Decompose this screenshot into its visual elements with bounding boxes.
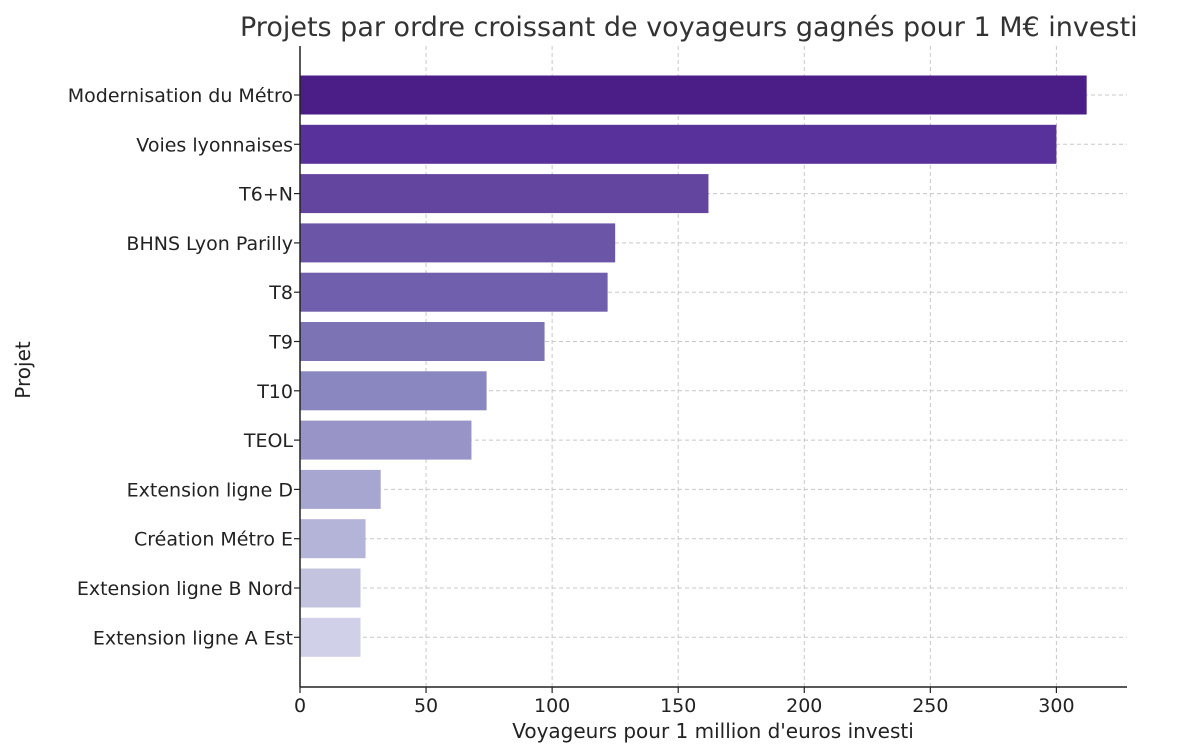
x-tick-label: 150 bbox=[660, 695, 696, 717]
y-tick-label: Extension ligne B Nord bbox=[77, 578, 293, 600]
y-tick-label: Voies lyonnaises bbox=[136, 134, 293, 156]
y-tick-label: T10 bbox=[256, 381, 293, 403]
x-tick-label: 0 bbox=[294, 695, 306, 717]
bar-t9 bbox=[300, 322, 545, 361]
y-axis-label: Projet bbox=[11, 341, 35, 399]
y-tick-label: TEOL bbox=[243, 430, 294, 452]
bar-t6-n bbox=[300, 174, 709, 214]
x-axis-label: Voyageurs pour 1 million d'euros investi bbox=[512, 719, 914, 743]
bar-t8 bbox=[300, 272, 608, 312]
x-tick-label: 100 bbox=[534, 695, 570, 717]
x-tick-label: 250 bbox=[912, 695, 948, 717]
y-tick-label: T6+N bbox=[238, 184, 293, 206]
y-tick-label: Extension ligne D bbox=[127, 479, 293, 501]
x-tick-labels: 0 50 100 150 200 250 300 bbox=[294, 695, 1075, 717]
y-tick-label: T8 bbox=[268, 282, 293, 304]
bar-extension-ligne-b-nord bbox=[300, 568, 361, 608]
y-tick-label: Modernisation du Métro bbox=[68, 85, 293, 107]
bar-modernisation-du-m-tro bbox=[300, 75, 1087, 115]
bar-bhns-lyon-parilly bbox=[300, 223, 616, 263]
x-tick-label: 300 bbox=[1038, 695, 1074, 717]
bar-voies-lyonnaises bbox=[300, 124, 1057, 164]
bar-cr-ation-m-tro-e bbox=[300, 519, 366, 559]
y-tick-label: T9 bbox=[268, 332, 293, 354]
bar-t10 bbox=[300, 371, 487, 411]
bar-teol bbox=[300, 420, 472, 460]
chart-title: Projets par ordre croissant de voyageurs… bbox=[240, 12, 1138, 43]
bar-extension-ligne-d bbox=[300, 469, 381, 509]
bars-layer bbox=[300, 75, 1087, 657]
x-tick-label: 50 bbox=[414, 695, 438, 717]
y-tick-label: Création Métro E bbox=[134, 529, 293, 551]
y-tick-label: Extension ligne A Est bbox=[93, 627, 293, 649]
y-tick-labels: Modernisation du Métro Voies lyonnaises T6… bbox=[68, 85, 294, 649]
y-tick-label: BHNS Lyon Parilly bbox=[126, 233, 293, 255]
x-tick-label: 200 bbox=[786, 695, 822, 717]
axes-layer bbox=[294, 46, 1127, 693]
bar-extension-ligne-a-est bbox=[300, 617, 361, 657]
